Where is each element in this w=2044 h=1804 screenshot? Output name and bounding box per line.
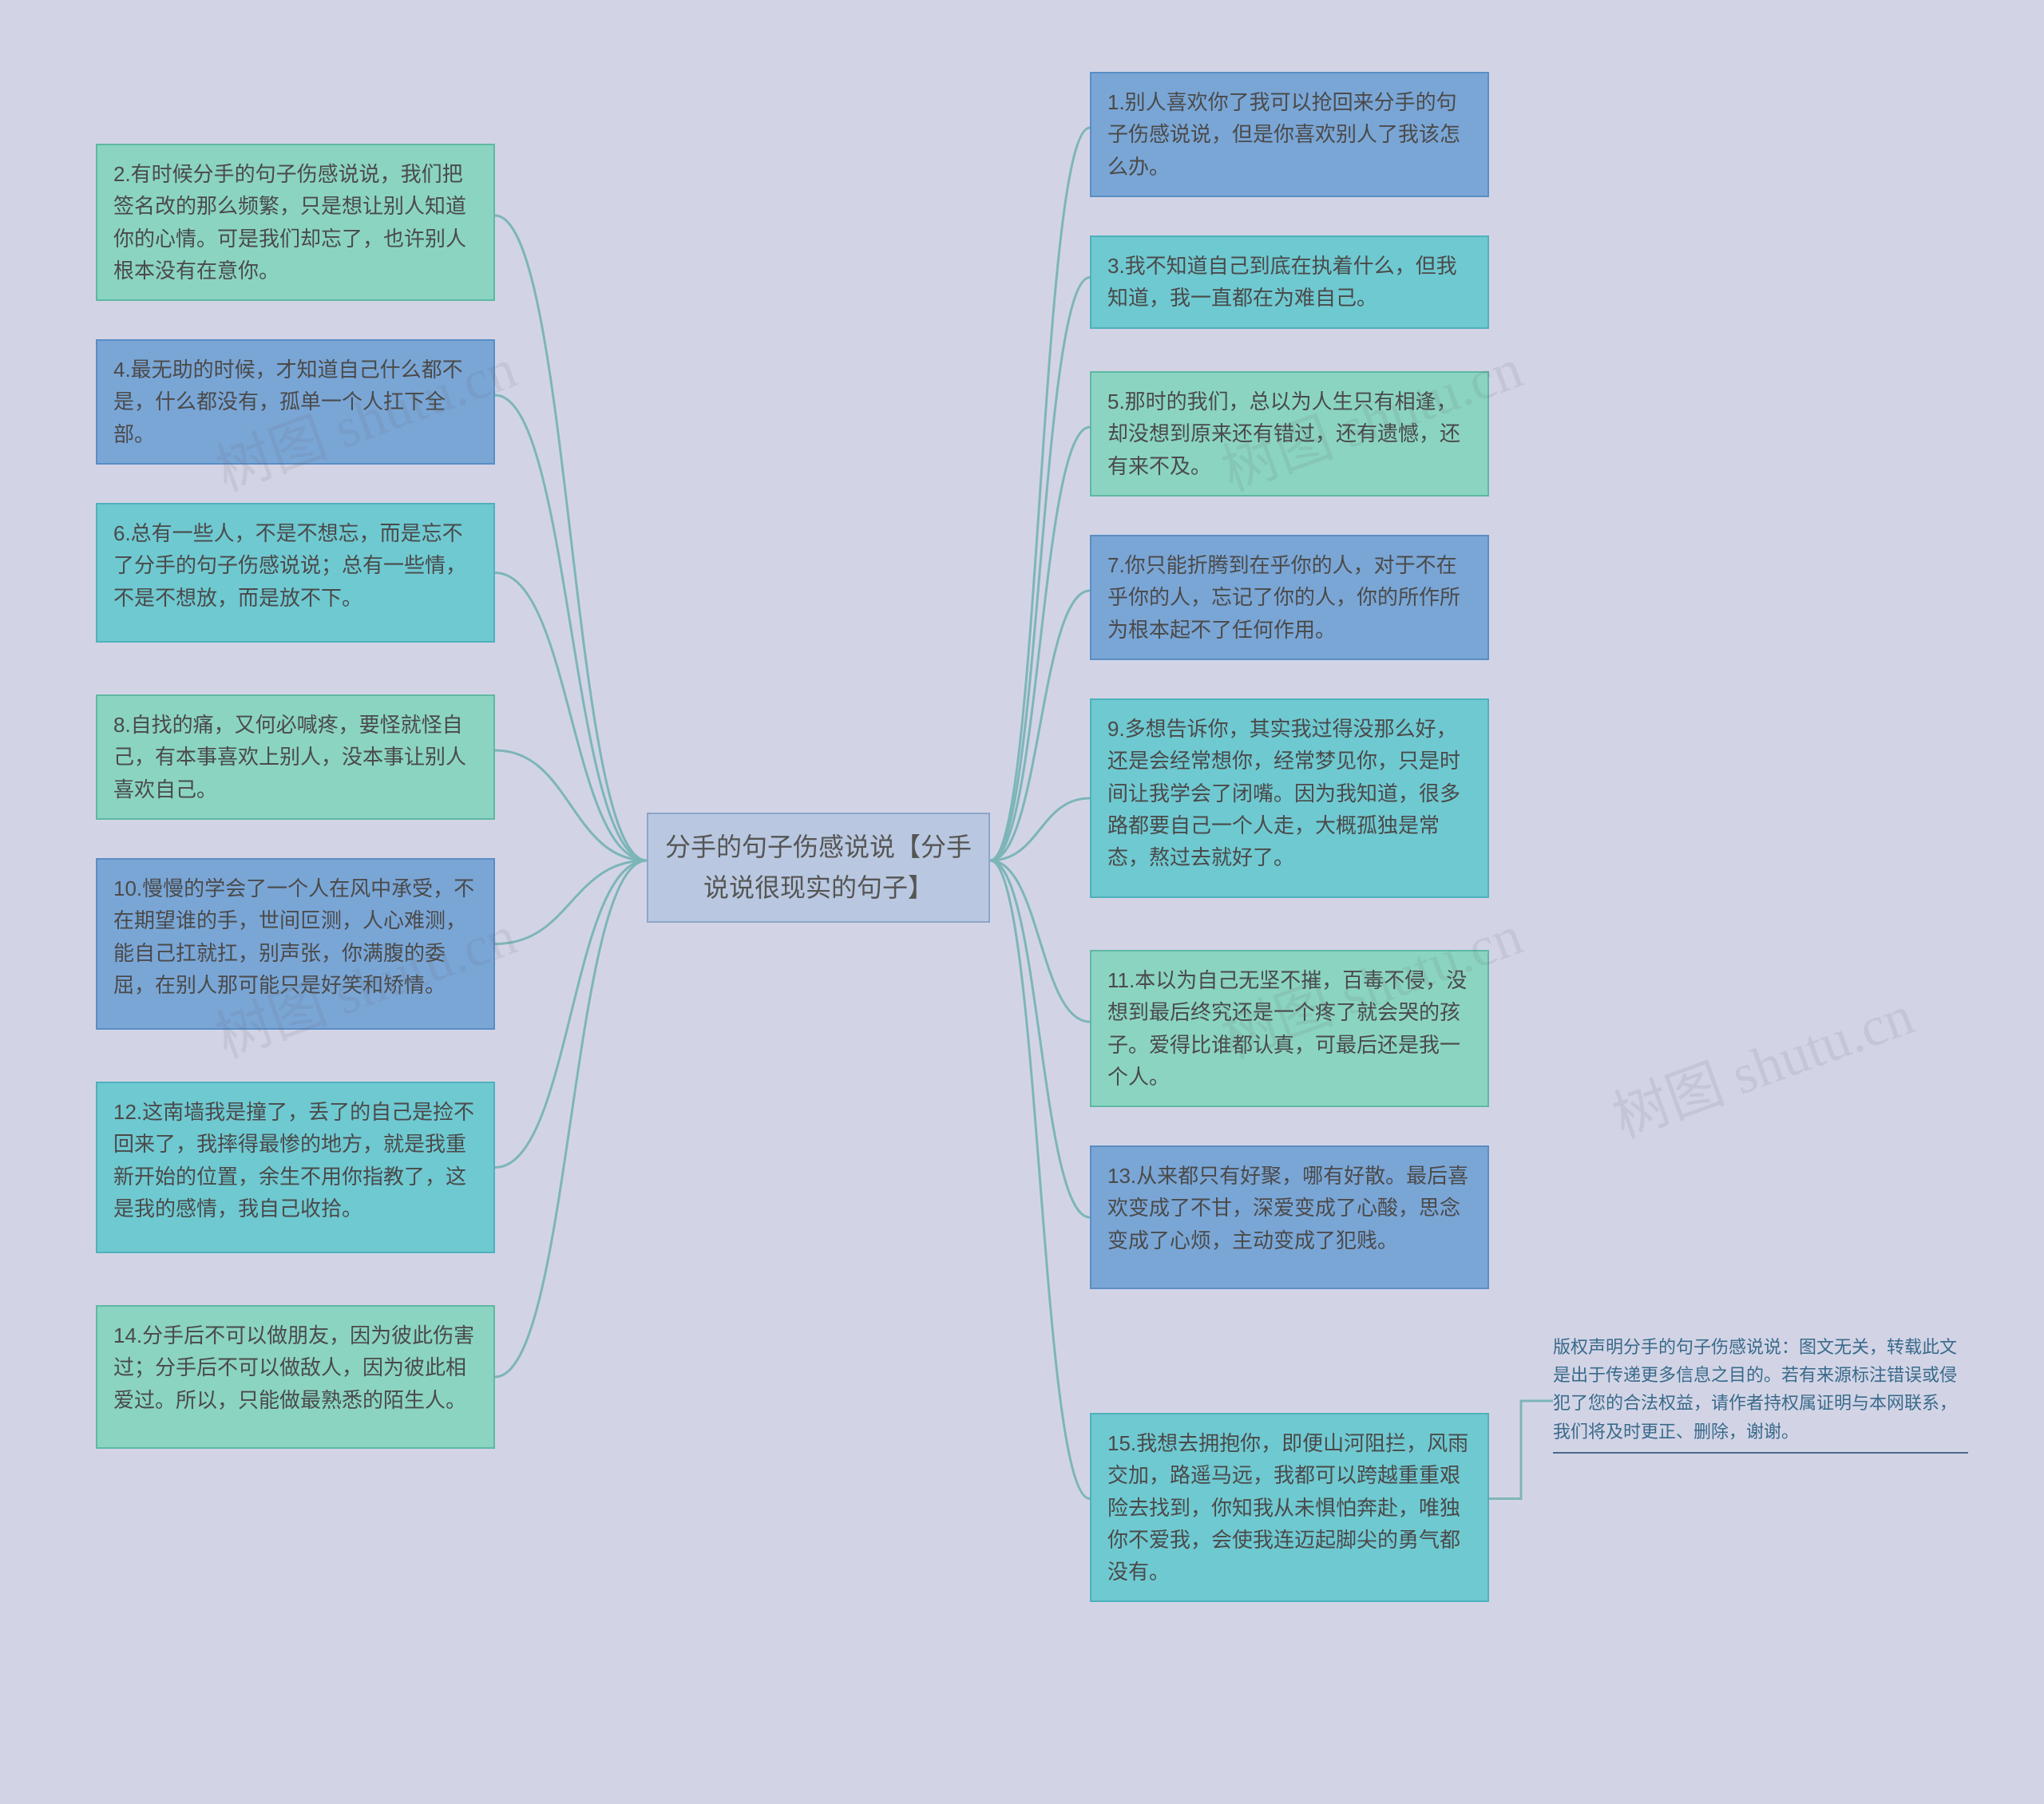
center-node: 分手的句子伤感说说【分手说说很现实的句子】 bbox=[647, 813, 990, 923]
right-node-3: 3.我不知道自己到底在执着什么，但我知道，我一直都在为难自己。 bbox=[1090, 235, 1489, 329]
right-node-11: 11.本以为自己无坚不摧，百毒不侵，没想到最后终究还是一个疼了就会哭的孩子。爱得… bbox=[1090, 950, 1489, 1107]
left-node-10: 10.慢慢的学会了一个人在风中承受，不在期望谁的手，世间叵测，人心难测，能自己扛… bbox=[96, 858, 495, 1030]
left-node-6: 6.总有一些人，不是不想忘，而是忘不了分手的句子伤感说说；总有一些情，不是不想放… bbox=[96, 503, 495, 643]
right-node-7: 7.你只能折腾到在乎你的人，对于不在乎你的人，忘记了你的人，你的所作所为根本起不… bbox=[1090, 535, 1489, 660]
right-node-9: 9.多想告诉你，其实我过得没那么好，还是会经常想你，经常梦见你，只是时间让我学会… bbox=[1090, 698, 1489, 898]
right-node-13: 13.从来都只有好聚，哪有好散。最后喜欢变成了不甘，深爱变成了心酸，思念变成了心… bbox=[1090, 1145, 1489, 1289]
copyright-footnote: 版权声明分手的句子伤感说说：图文无关，转载此文是出于传递更多信息之目的。若有来源… bbox=[1553, 1333, 1968, 1454]
left-node-14: 14.分手后不可以做朋友，因为彼此伤害过；分手后不可以做敌人，因为彼此相爱过。所… bbox=[96, 1305, 495, 1449]
left-node-2: 2.有时候分手的句子伤感说说，我们把签名改的那么频繁，只是想让别人知道你的心情。… bbox=[96, 144, 495, 301]
right-node-1: 1.别人喜欢你了我可以抢回来分手的句子伤感说说，但是你喜欢别人了我该怎么办。 bbox=[1090, 72, 1489, 197]
left-node-4: 4.最无助的时候，才知道自己什么都不是，什么都没有，孤单一个人扛下全部。 bbox=[96, 339, 495, 465]
left-node-8: 8.自找的痛，又何必喊疼，要怪就怪自己，有本事喜欢上别人，没本事让别人喜欢自己。 bbox=[96, 694, 495, 820]
watermark-4: 树图 shutu.cn bbox=[1601, 971, 1923, 1153]
left-node-12: 12.这南墙我是撞了，丢了的自己是捡不回来了，我摔得最惨的地方，就是我重新开始的… bbox=[96, 1082, 495, 1253]
right-node-15: 15.我想去拥抱你，即便山河阻拦，风雨交加，路遥马远，我都可以跨越重重艰险去找到… bbox=[1090, 1413, 1489, 1602]
right-node-5: 5.那时的我们，总以为人生只有相逢，却没想到原来还有错过，还有遗憾，还有来不及。 bbox=[1090, 371, 1489, 496]
